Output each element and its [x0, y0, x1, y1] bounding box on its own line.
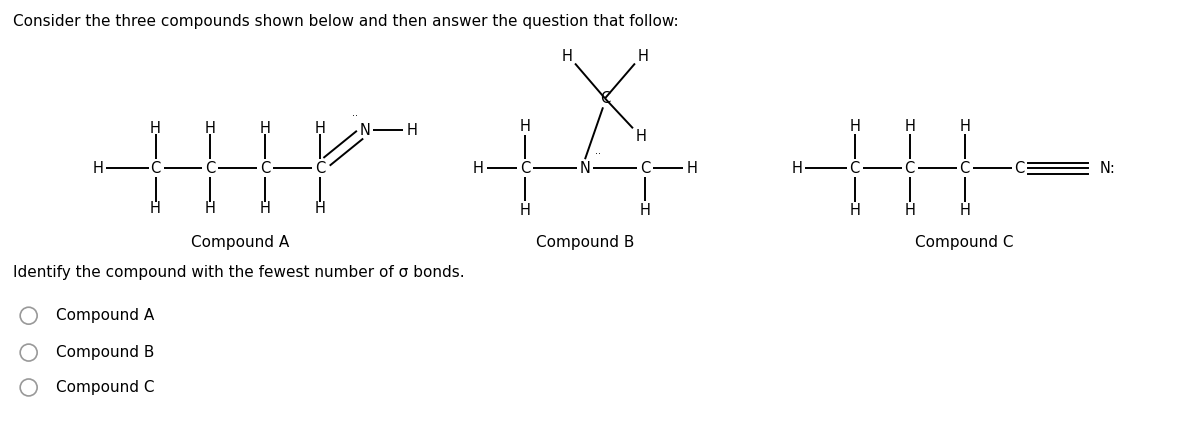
Text: C: C — [316, 161, 325, 176]
Text: ··: ·· — [353, 111, 359, 121]
Text: H: H — [850, 202, 860, 218]
Text: H: H — [150, 201, 161, 215]
Text: Compound C: Compound C — [55, 380, 154, 395]
Text: H: H — [686, 161, 697, 176]
Text: H: H — [905, 119, 916, 134]
Text: H: H — [473, 161, 484, 176]
Text: Compound B: Compound B — [536, 235, 635, 251]
Text: C: C — [1014, 161, 1025, 176]
Text: Consider the three compounds shown below and then answer the question that follo: Consider the three compounds shown below… — [13, 14, 678, 28]
Text: H: H — [92, 161, 103, 176]
Text: H: H — [314, 201, 325, 215]
Text: C: C — [205, 161, 216, 176]
Text: H: H — [205, 201, 216, 215]
Text: H: H — [260, 121, 271, 136]
Text: C: C — [960, 161, 970, 176]
Text: C: C — [905, 161, 914, 176]
Text: H: H — [205, 121, 216, 136]
Text: C: C — [600, 91, 610, 106]
Text: Compound B: Compound B — [55, 345, 154, 360]
Text: H: H — [959, 202, 970, 218]
Text: N:: N: — [1099, 161, 1115, 176]
Text: C: C — [640, 161, 650, 176]
Text: H: H — [636, 129, 647, 144]
Text: ··: ·· — [595, 149, 601, 159]
Text: H: H — [520, 119, 530, 134]
Text: N: N — [580, 161, 590, 176]
Text: H: H — [407, 123, 418, 138]
Text: N: N — [360, 123, 371, 138]
Text: C: C — [850, 161, 860, 176]
Text: Identify the compound with the fewest number of σ bonds.: Identify the compound with the fewest nu… — [13, 265, 464, 280]
Text: H: H — [520, 202, 530, 218]
Text: H: H — [850, 119, 860, 134]
Text: H: H — [260, 201, 271, 215]
Text: C: C — [520, 161, 530, 176]
Text: H: H — [637, 49, 648, 64]
Text: Compound A: Compound A — [191, 235, 289, 251]
Text: H: H — [791, 161, 803, 176]
Text: H: H — [562, 49, 572, 64]
Text: H: H — [905, 202, 916, 218]
Text: C: C — [260, 161, 270, 176]
Text: H: H — [314, 121, 325, 136]
Text: H: H — [959, 119, 970, 134]
Text: H: H — [150, 121, 161, 136]
Text: C: C — [150, 161, 161, 176]
Text: Compound C: Compound C — [916, 235, 1014, 251]
Text: H: H — [640, 202, 650, 218]
Text: Compound A: Compound A — [55, 308, 154, 323]
